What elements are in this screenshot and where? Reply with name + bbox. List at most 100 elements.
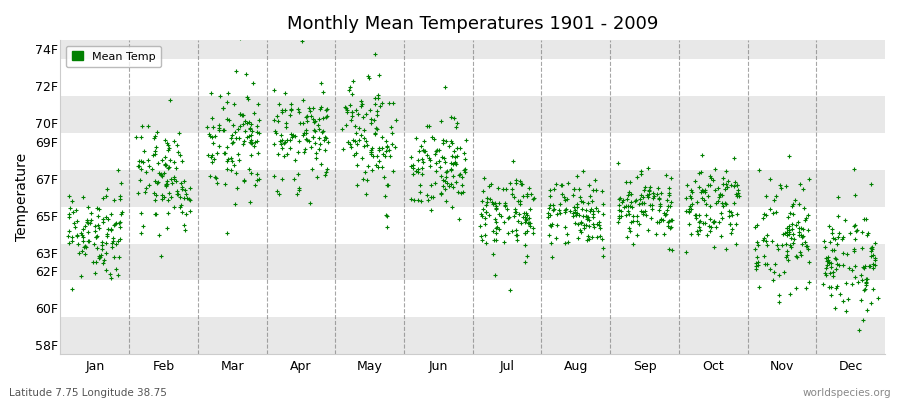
Point: [149, 180, 164, 186]
Point: [713, 191, 727, 197]
Point: [614, 213, 628, 220]
Point: [688, 211, 702, 218]
Point: [75, 248, 89, 254]
Point: [656, 217, 670, 223]
Point: [642, 187, 656, 194]
Point: [299, 136, 313, 142]
Point: [756, 235, 770, 241]
Point: [794, 232, 808, 238]
Point: [275, 145, 290, 152]
Point: [644, 214, 659, 221]
Point: [716, 180, 731, 187]
Point: [703, 215, 717, 222]
Point: [662, 185, 677, 192]
Point: [164, 194, 178, 201]
Point: [751, 262, 765, 268]
Point: [514, 181, 528, 188]
Point: [243, 199, 257, 205]
Point: [172, 130, 186, 136]
Point: [167, 174, 182, 181]
Point: [499, 202, 513, 208]
Point: [819, 272, 833, 278]
Point: [164, 176, 178, 182]
Point: [76, 243, 91, 250]
Point: [202, 133, 217, 139]
Point: [159, 182, 174, 189]
Point: [825, 269, 840, 276]
Point: [798, 217, 813, 223]
Point: [78, 242, 93, 249]
Point: [380, 213, 394, 219]
Point: [243, 124, 257, 131]
Point: [707, 244, 722, 250]
Point: [821, 254, 835, 260]
Point: [728, 179, 742, 185]
Point: [101, 226, 115, 232]
Point: [596, 245, 610, 251]
Point: [688, 215, 703, 221]
Point: [641, 165, 655, 171]
Point: [178, 211, 193, 218]
Point: [580, 214, 595, 220]
Point: [274, 132, 288, 138]
Point: [148, 148, 162, 154]
Point: [134, 165, 148, 172]
Point: [210, 150, 224, 156]
Point: [81, 238, 95, 244]
Point: [499, 186, 513, 192]
Point: [316, 89, 330, 95]
Point: [320, 135, 334, 141]
Point: [654, 216, 669, 222]
Point: [141, 163, 156, 169]
Point: [547, 205, 562, 212]
Point: [168, 178, 183, 184]
Point: [839, 308, 853, 315]
Point: [112, 236, 127, 242]
Point: [245, 128, 259, 134]
Point: [113, 180, 128, 186]
Point: [798, 239, 813, 246]
Point: [643, 184, 657, 190]
Point: [579, 213, 593, 219]
Point: [652, 206, 666, 213]
Point: [182, 195, 196, 202]
Point: [857, 286, 871, 293]
Point: [652, 196, 667, 202]
Point: [587, 224, 601, 230]
Point: [715, 200, 729, 206]
Point: [236, 140, 250, 147]
Point: [440, 168, 454, 174]
Point: [541, 213, 555, 220]
Point: [629, 197, 643, 204]
Point: [346, 109, 360, 116]
Point: [568, 220, 582, 226]
Point: [159, 178, 174, 184]
Point: [446, 183, 460, 190]
Point: [649, 190, 663, 197]
Point: [335, 126, 349, 132]
Point: [565, 212, 580, 219]
Point: [730, 193, 744, 200]
Point: [241, 118, 256, 125]
Point: [554, 182, 569, 188]
Point: [277, 107, 292, 113]
Point: [418, 147, 432, 154]
Point: [158, 170, 172, 176]
Point: [760, 242, 774, 248]
Point: [106, 235, 121, 241]
Point: [859, 280, 873, 286]
Point: [825, 230, 840, 236]
Point: [148, 196, 162, 203]
Point: [84, 209, 98, 216]
Point: [719, 201, 733, 207]
Point: [681, 206, 696, 212]
Point: [88, 234, 103, 240]
Point: [663, 198, 678, 205]
Point: [482, 183, 497, 190]
Point: [500, 214, 515, 221]
Point: [661, 219, 675, 225]
Point: [429, 168, 444, 174]
Point: [306, 105, 320, 112]
Point: [367, 117, 382, 123]
Point: [586, 211, 600, 218]
